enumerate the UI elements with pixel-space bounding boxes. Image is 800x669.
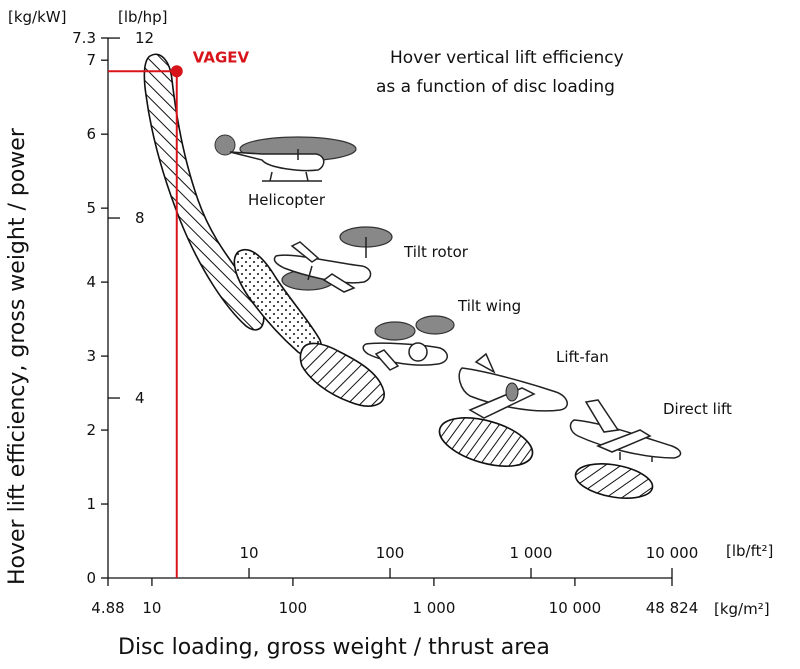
vagev-label: VAGEV	[193, 48, 250, 66]
y-tick-label: 7.3	[72, 29, 96, 47]
vagev-marker-group: VAGEV	[108, 48, 250, 578]
y-axis-ticks: 0 1 2 3 4 5 6 7 7.3	[72, 29, 108, 587]
y-unit-label: [kg/kW]	[8, 8, 66, 26]
region-label-helicopter: Helicopter	[248, 191, 326, 209]
x-tick-label: 10 000	[549, 599, 602, 617]
y2-axis-ticks: 4 8 12	[108, 29, 154, 407]
x2-tick-label: 10	[239, 544, 258, 562]
region-lift-fan	[438, 417, 534, 467]
x-tick-label: 1 000	[412, 599, 455, 617]
lift-fan-icon	[458, 352, 568, 419]
y2-tick-label: 4	[135, 389, 145, 407]
direct-lift-icon	[569, 399, 682, 462]
y2-tick-label: 12	[135, 29, 154, 47]
region-label-lift-fan: Lift-fan	[556, 348, 609, 366]
y-tick-label: 2	[86, 421, 96, 439]
tilt-wing-icon	[362, 315, 455, 371]
region-label-tilt-rotor: Tilt rotor	[403, 243, 469, 261]
y-tick-label: 5	[86, 199, 96, 217]
chart-title-line-1: Hover vertical lift efficiency	[390, 48, 624, 68]
y-tick-label: 0	[86, 569, 96, 587]
y2-tick-label: 8	[135, 209, 145, 227]
x2-unit-label: [lb/ft²]	[726, 542, 773, 560]
y-tick-label: 1	[86, 495, 96, 513]
y-tick-label: 3	[86, 347, 96, 365]
x2-tick-label: 10 000	[646, 544, 699, 562]
x-axis-title: Disc loading, gross weight / thrust area	[118, 635, 550, 660]
x-tick-label: 10	[142, 599, 161, 617]
tilt-rotor-icon	[273, 226, 393, 293]
x-unit-label: [kg/m²]	[714, 600, 770, 618]
x2-axis-ticks: 10 100 1 000 10 000	[239, 544, 698, 578]
x2-tick-label: 1 000	[510, 544, 553, 562]
chart-title-line-2: as a function of disc loading	[376, 77, 615, 97]
x2-tick-label: 100	[376, 544, 405, 562]
region-label-tilt-wing: Tilt wing	[457, 297, 521, 315]
region-label-direct-lift: Direct lift	[663, 400, 732, 418]
y-tick-label: 4	[86, 273, 96, 291]
helicopter-icon	[214, 134, 357, 182]
y2-unit-label: [lb/hp]	[118, 8, 167, 26]
x-tick-label: 48 824	[646, 599, 699, 617]
region-direct-lift	[574, 463, 654, 499]
y-tick-label: 6	[86, 125, 96, 143]
x-tick-label: 100	[279, 599, 308, 617]
vagev-point	[170, 65, 183, 78]
x-axis-ticks: 4.88 10 100 1 000 10 000 48 824	[91, 578, 698, 617]
y-tick-label: 7	[86, 51, 96, 69]
y-axis-title: Hover lift efficiency, gross weight / po…	[5, 127, 30, 585]
region-tilt-wing	[299, 342, 385, 407]
x-tick-label: 4.88	[91, 599, 124, 617]
